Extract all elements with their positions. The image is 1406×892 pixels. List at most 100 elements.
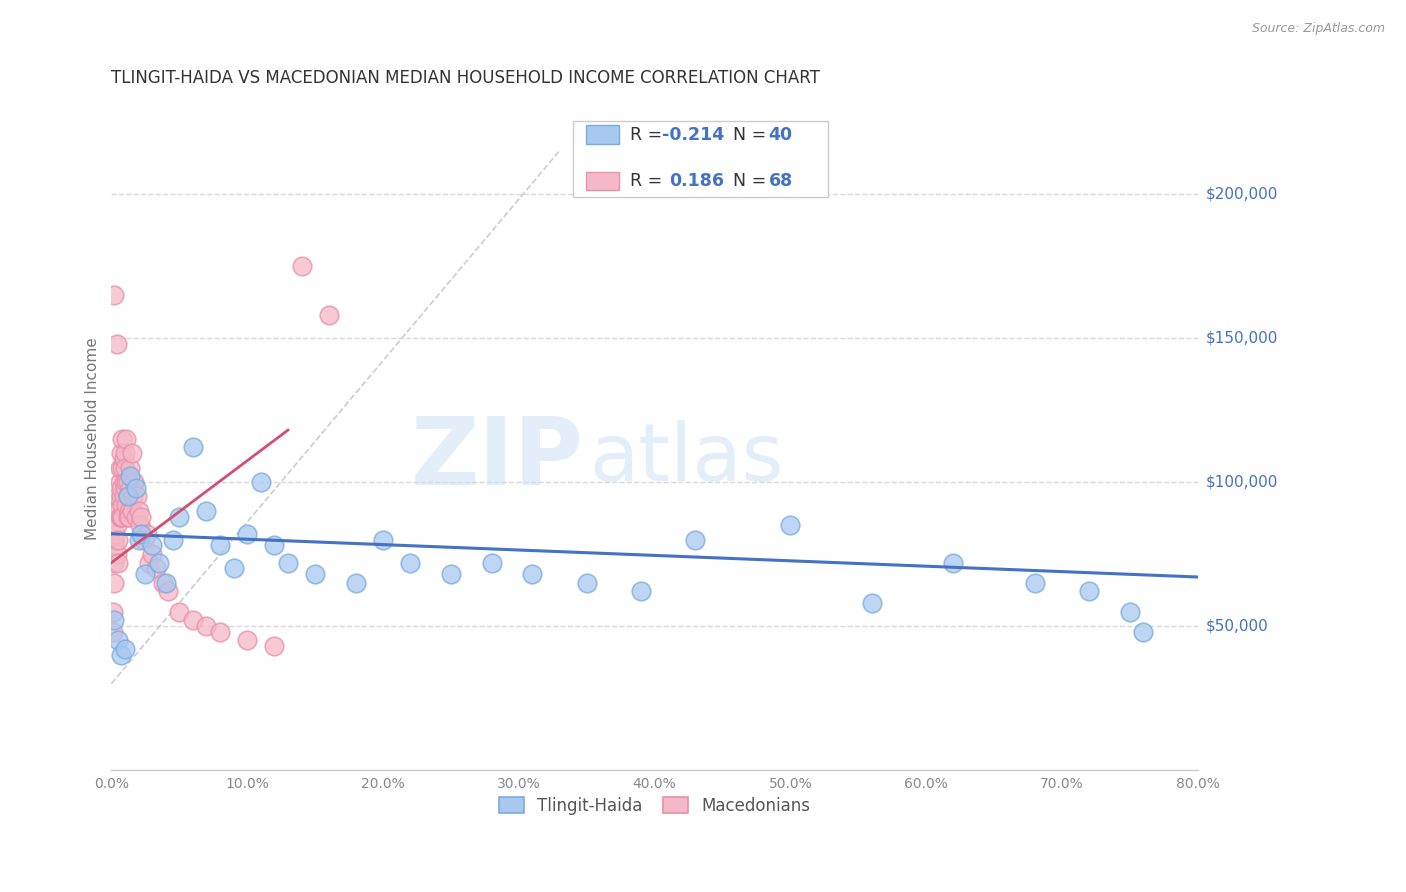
Point: [169, 605, 191, 619]
Point: [107, 556, 129, 570]
Point: [162, 533, 184, 547]
Point: [103, 613, 125, 627]
Point: [134, 567, 156, 582]
Point: [575, 575, 598, 590]
Point: [111, 509, 134, 524]
Point: [181, 613, 204, 627]
Point: [129, 518, 152, 533]
Point: [277, 556, 299, 570]
Point: [107, 489, 129, 503]
Point: [108, 475, 131, 489]
Point: [110, 481, 132, 495]
Text: R =: R =: [630, 172, 673, 190]
Point: [103, 575, 125, 590]
Point: [118, 509, 141, 524]
Point: [860, 596, 883, 610]
FancyBboxPatch shape: [574, 120, 828, 197]
Point: [117, 509, 139, 524]
Point: [779, 518, 801, 533]
Point: [112, 475, 135, 489]
Point: [105, 498, 128, 512]
Point: [110, 509, 132, 524]
Point: [118, 504, 141, 518]
Point: [121, 446, 143, 460]
Point: [110, 489, 132, 503]
Point: [103, 533, 125, 547]
Point: [481, 556, 503, 570]
Text: $50,000: $50,000: [1206, 618, 1268, 633]
Legend: Tlingit-Haida, Macedonians: Tlingit-Haida, Macedonians: [492, 790, 817, 822]
Point: [111, 498, 134, 512]
Point: [152, 575, 174, 590]
Point: [132, 533, 155, 547]
Point: [117, 489, 139, 503]
Text: $100,000: $100,000: [1206, 475, 1278, 490]
Point: [114, 446, 136, 460]
Text: atlas: atlas: [589, 419, 783, 498]
Text: 68: 68: [769, 172, 793, 190]
Point: [105, 336, 128, 351]
Point: [148, 556, 170, 570]
Point: [522, 567, 544, 582]
Point: [209, 538, 232, 552]
Point: [141, 538, 163, 552]
Point: [1119, 605, 1142, 619]
Point: [124, 475, 146, 489]
Text: ZIP: ZIP: [411, 413, 583, 505]
Text: TLINGIT-HAIDA VS MACEDONIAN MEDIAN HOUSEHOLD INCOME CORRELATION CHART: TLINGIT-HAIDA VS MACEDONIAN MEDIAN HOUSE…: [111, 69, 820, 87]
Point: [105, 518, 128, 533]
Point: [222, 561, 245, 575]
Point: [108, 460, 131, 475]
Text: 40: 40: [769, 126, 793, 144]
Point: [108, 509, 131, 524]
Point: [125, 481, 148, 495]
Point: [103, 556, 125, 570]
Point: [630, 584, 652, 599]
Text: $150,000: $150,000: [1206, 330, 1278, 345]
Point: [181, 441, 204, 455]
Point: [104, 504, 127, 518]
Point: [114, 642, 136, 657]
Point: [1024, 575, 1046, 590]
Point: [117, 475, 139, 489]
Point: [128, 504, 150, 518]
Point: [115, 475, 138, 489]
Point: [104, 538, 127, 552]
Text: N =: N =: [733, 126, 772, 144]
Point: [318, 308, 340, 322]
Point: [111, 432, 134, 446]
Point: [1078, 584, 1101, 599]
Point: [112, 451, 135, 466]
Point: [344, 575, 367, 590]
Point: [157, 584, 180, 599]
Point: [236, 526, 259, 541]
Text: 0.186: 0.186: [669, 172, 724, 190]
Point: [107, 504, 129, 518]
Point: [125, 509, 148, 524]
Point: [290, 259, 312, 273]
Point: [110, 648, 132, 662]
Point: [685, 533, 707, 547]
Point: [169, 509, 191, 524]
Point: [942, 556, 965, 570]
Point: [263, 639, 285, 653]
Point: [209, 624, 232, 639]
Point: [304, 567, 326, 582]
Point: [122, 489, 145, 503]
Point: [101, 605, 124, 619]
Point: [110, 446, 132, 460]
Point: [101, 624, 124, 639]
Text: $200,000: $200,000: [1206, 186, 1278, 202]
FancyBboxPatch shape: [586, 172, 619, 190]
Text: N =: N =: [733, 172, 772, 190]
Point: [120, 481, 142, 495]
Point: [107, 533, 129, 547]
Point: [371, 533, 394, 547]
Point: [120, 460, 142, 475]
Point: [195, 619, 218, 633]
Point: [195, 504, 218, 518]
FancyBboxPatch shape: [586, 126, 619, 144]
Point: [145, 561, 167, 575]
Point: [117, 489, 139, 503]
Point: [107, 633, 129, 648]
